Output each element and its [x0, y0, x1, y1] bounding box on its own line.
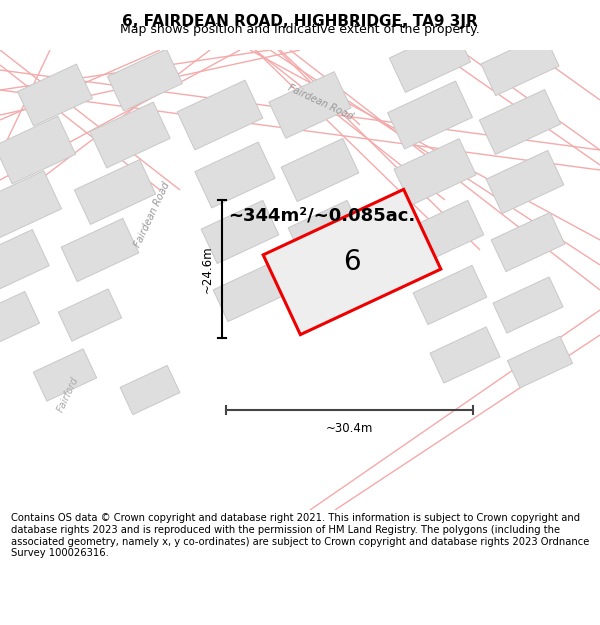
- Polygon shape: [413, 266, 487, 324]
- Polygon shape: [17, 64, 92, 126]
- Polygon shape: [0, 171, 62, 239]
- Polygon shape: [281, 138, 359, 202]
- Polygon shape: [177, 80, 263, 150]
- Polygon shape: [288, 201, 362, 259]
- Text: ~344m²/~0.085ac.: ~344m²/~0.085ac.: [228, 206, 415, 224]
- Polygon shape: [58, 289, 122, 341]
- Polygon shape: [486, 151, 564, 214]
- Polygon shape: [213, 262, 287, 322]
- Polygon shape: [0, 229, 49, 294]
- Text: Fairford: Fairford: [55, 376, 80, 414]
- Polygon shape: [493, 277, 563, 333]
- Polygon shape: [90, 102, 170, 168]
- Polygon shape: [195, 142, 275, 208]
- Polygon shape: [430, 327, 500, 383]
- Polygon shape: [491, 213, 565, 272]
- Text: Fairdean Road: Fairdean Road: [133, 181, 172, 249]
- Polygon shape: [479, 89, 560, 154]
- Text: ~30.4m: ~30.4m: [326, 422, 373, 435]
- Polygon shape: [389, 28, 470, 92]
- Polygon shape: [0, 116, 76, 184]
- Polygon shape: [0, 291, 40, 349]
- Polygon shape: [388, 81, 472, 149]
- Polygon shape: [300, 267, 370, 323]
- Text: Contains OS data © Crown copyright and database right 2021. This information is : Contains OS data © Crown copyright and d…: [11, 514, 589, 558]
- Polygon shape: [481, 34, 559, 96]
- Text: Fairdean Road: Fairdean Road: [286, 82, 354, 121]
- Polygon shape: [406, 201, 484, 264]
- Text: ~24.6m: ~24.6m: [201, 245, 214, 292]
- Text: 6: 6: [343, 248, 361, 276]
- Polygon shape: [269, 72, 351, 138]
- Text: Map shows position and indicative extent of the property.: Map shows position and indicative extent…: [120, 23, 480, 36]
- Polygon shape: [263, 189, 441, 334]
- Text: 6, FAIRDEAN ROAD, HIGHBRIDGE, TA9 3JR: 6, FAIRDEAN ROAD, HIGHBRIDGE, TA9 3JR: [122, 14, 478, 29]
- Polygon shape: [201, 201, 279, 264]
- Polygon shape: [508, 336, 572, 388]
- Polygon shape: [120, 366, 180, 414]
- Polygon shape: [34, 349, 97, 401]
- Polygon shape: [394, 139, 476, 206]
- Polygon shape: [74, 159, 155, 224]
- Polygon shape: [107, 49, 182, 111]
- Polygon shape: [61, 218, 139, 282]
